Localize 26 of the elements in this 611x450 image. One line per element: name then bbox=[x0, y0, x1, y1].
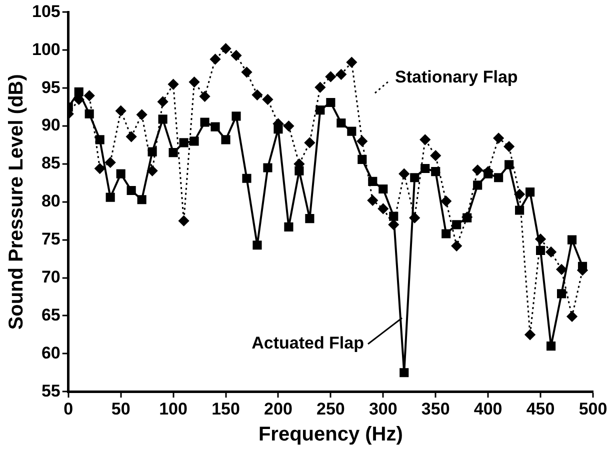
y-axis-title: Sound Pressure Level (dB) bbox=[6, 74, 28, 330]
y-tick-label: 75 bbox=[41, 230, 60, 249]
x-tick-label: 450 bbox=[526, 399, 555, 418]
y-tick-label: 95 bbox=[41, 78, 60, 97]
text: Actuated Flap bbox=[252, 334, 364, 353]
y-tick-label: 70 bbox=[41, 267, 60, 286]
y-tick-label: 65 bbox=[41, 305, 60, 324]
x-tick-label: 0 bbox=[64, 399, 74, 418]
y-tick-label: 60 bbox=[41, 343, 60, 362]
x-tick-label: 50 bbox=[111, 399, 130, 418]
x-tick-label: 200 bbox=[264, 399, 292, 418]
y-tick-label: 105 bbox=[32, 2, 60, 21]
y-tick-label: 80 bbox=[41, 192, 60, 211]
y-tick-label: 100 bbox=[32, 40, 60, 59]
x-tick-label: 500 bbox=[578, 399, 608, 418]
x-tick-label: 300 bbox=[368, 399, 398, 418]
y-tick-label: 55 bbox=[41, 381, 60, 400]
x-axis-title: Frequency (Hz) bbox=[258, 424, 403, 446]
y-tick-label: 85 bbox=[41, 154, 60, 173]
legend-label: Stationary Flap bbox=[395, 68, 518, 87]
x-tick-label: 400 bbox=[474, 399, 502, 418]
x-tick-label: 250 bbox=[316, 399, 345, 418]
x-tick-label: 350 bbox=[421, 399, 450, 418]
x-tick-label: 150 bbox=[212, 399, 240, 418]
x-tick-label: 100 bbox=[159, 399, 188, 418]
y-tick-label: 90 bbox=[41, 116, 60, 135]
